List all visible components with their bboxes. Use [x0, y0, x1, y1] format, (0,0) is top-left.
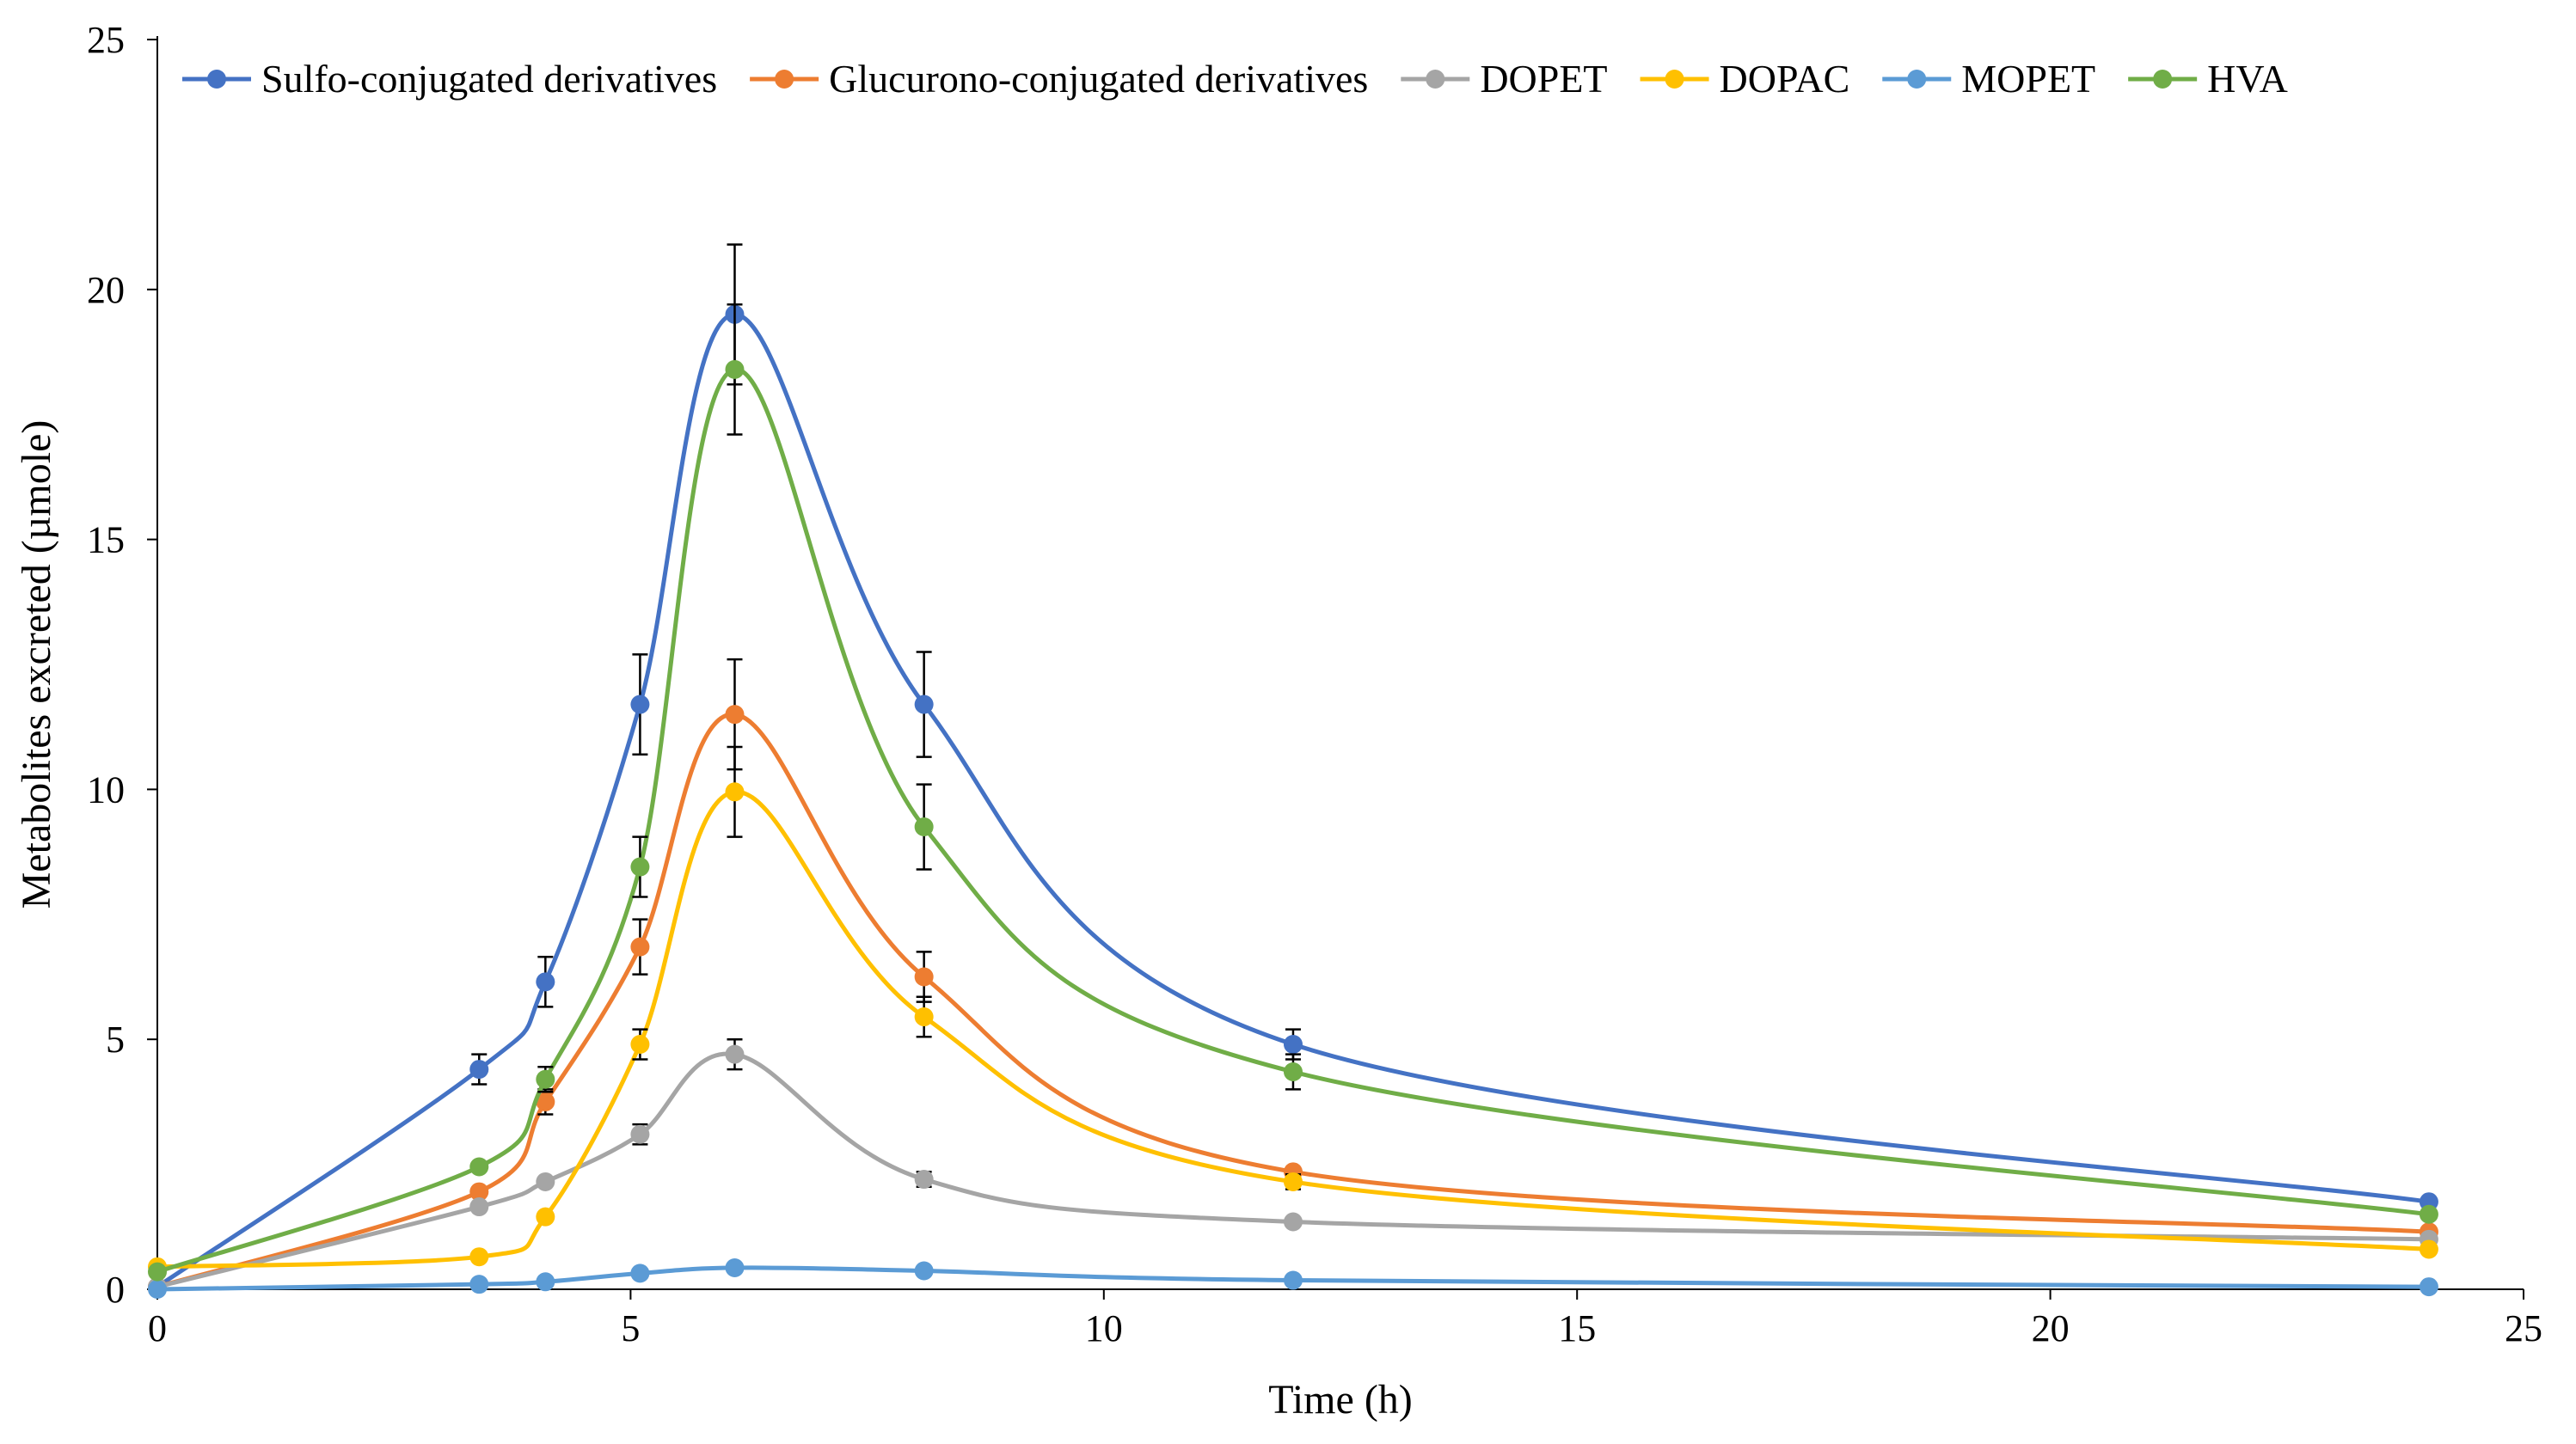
legend-item: MOPET	[1882, 57, 2095, 101]
legend-item: Sulfo-conjugated derivatives	[182, 57, 717, 101]
data-point	[148, 1280, 167, 1299]
series-line	[155, 312, 2432, 1289]
data-point	[725, 782, 745, 802]
x-axis-title: Time (h)	[1268, 1377, 1413, 1423]
series-line	[155, 1051, 2432, 1289]
data-point	[536, 1207, 555, 1227]
data-point	[536, 972, 555, 992]
series-dopet	[148, 1037, 2438, 1297]
data-point	[469, 1197, 489, 1217]
data-point	[914, 817, 934, 837]
series-sulfo-conjugated-derivatives	[148, 243, 2438, 1297]
data-point	[630, 1124, 650, 1144]
data-point	[2419, 1277, 2438, 1297]
y-tick-label: 5	[106, 1019, 125, 1061]
data-point	[725, 1044, 745, 1064]
x-tick-label: 25	[2505, 1307, 2542, 1349]
y-axis-title: Metabolites excreted (µmole)	[14, 420, 59, 909]
y-tick-label: 15	[87, 519, 125, 561]
data-point	[630, 1264, 650, 1283]
data-point	[725, 705, 745, 725]
x-tick-label: 5	[621, 1307, 640, 1349]
data-point	[630, 937, 650, 957]
data-point	[630, 1035, 650, 1055]
data-point	[914, 694, 934, 714]
data-point	[469, 1275, 489, 1294]
legend-label: Sulfo-conjugated derivatives	[261, 57, 717, 101]
legend-item: HVA	[2128, 57, 2288, 101]
data-point	[1283, 1062, 1303, 1082]
data-point	[1283, 1172, 1303, 1191]
legend-swatch-marker	[207, 70, 226, 89]
data-point	[630, 694, 650, 714]
legend-label: DOPAC	[1720, 57, 1850, 101]
data-point	[630, 857, 650, 877]
x-tick-label: 10	[1085, 1307, 1123, 1349]
series-glucurono-conjugated-derivatives	[148, 658, 2438, 1297]
series-line	[155, 712, 2432, 1289]
y-tick-label: 20	[87, 269, 125, 311]
legend-item: DOPAC	[1640, 57, 1850, 101]
x-tick-label: 20	[2032, 1307, 2070, 1349]
data-point	[914, 1007, 934, 1027]
legend-swatch-marker	[1907, 70, 1927, 89]
data-point	[536, 1272, 555, 1292]
data-point	[1283, 1212, 1303, 1232]
legend: Sulfo-conjugated derivatives Glucurono-co…	[182, 57, 2288, 101]
x-tick-label: 0	[148, 1307, 167, 1349]
series-dopac	[148, 745, 2438, 1276]
data-point	[469, 1060, 489, 1080]
legend-swatch-marker	[1665, 70, 1684, 89]
data-point	[148, 1262, 167, 1282]
series-hva	[148, 303, 2438, 1282]
legend-item: Glucurono-conjugated derivatives	[750, 57, 1368, 101]
legend-swatch-marker	[775, 70, 794, 89]
data-point	[1283, 1035, 1303, 1055]
legend-swatch-marker	[2153, 70, 2173, 89]
legend-label: DOPET	[1480, 57, 1607, 101]
legend-swatch-marker	[1426, 70, 1445, 89]
data-point	[2419, 1239, 2438, 1259]
data-point	[725, 359, 745, 379]
data-point	[725, 1257, 745, 1277]
data-point	[469, 1247, 489, 1267]
axes: 0 5 10 15 20 25 0 5 10 15 20 25	[87, 19, 2542, 1349]
y-tick-label: 10	[87, 768, 125, 811]
legend-label: MOPET	[1961, 57, 2095, 101]
data-point	[469, 1182, 489, 1202]
x-tick-label: 15	[1558, 1307, 1596, 1349]
data-point	[536, 1092, 555, 1111]
legend-label: HVA	[2207, 57, 2288, 101]
y-tick-label: 0	[106, 1269, 125, 1311]
data-point	[536, 1172, 555, 1191]
legend-label: Glucurono-conjugated derivatives	[829, 57, 1368, 101]
data-point	[1283, 1270, 1303, 1290]
data-point	[914, 1170, 934, 1190]
y-tick-label: 25	[87, 19, 125, 61]
legend-item: DOPET	[1401, 57, 1608, 101]
data-point	[914, 967, 934, 987]
series-mopet	[148, 1257, 2438, 1299]
data-point	[914, 1261, 934, 1281]
series-line	[155, 367, 2432, 1275]
data-point	[2419, 1204, 2438, 1224]
series-line	[155, 789, 2432, 1270]
data-point	[469, 1157, 489, 1177]
series-group	[148, 243, 2438, 1299]
data-point	[536, 1069, 555, 1089]
